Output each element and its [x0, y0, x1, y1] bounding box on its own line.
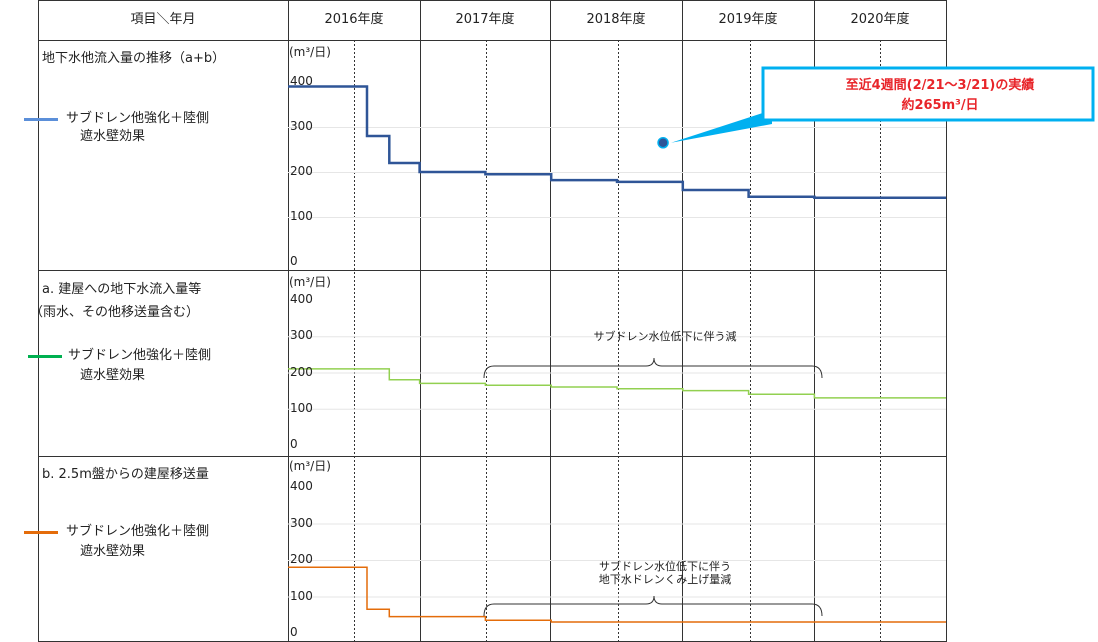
tick-label-total-0: 0	[290, 254, 298, 268]
callout-pointer	[671, 110, 772, 143]
panel-a-legend-label-1: サブドレン他強化＋陸側	[68, 348, 212, 363]
panel-a-unit: (m³/日)	[289, 275, 331, 289]
panel-total-unit: (m³/日)	[289, 45, 331, 59]
panel-total-title: 地下水他流入量の推移（a+b）	[42, 51, 226, 66]
tick-label-b-400: 400	[290, 479, 313, 493]
tick-label-a-100: 100	[290, 400, 313, 415]
tick-label-a-0: 0	[290, 437, 298, 451]
annotation-b-brace	[483, 595, 823, 617]
header-year-2020: 2020年度	[850, 12, 910, 27]
tick-label-b-300: 300	[290, 515, 313, 530]
header-year-2016: 2016年度	[324, 12, 384, 27]
callout-line-1: 至近4週間(2/21～3/21)の実績	[845, 78, 1035, 93]
annotation-a: サブドレン水位低下に伴う減	[593, 330, 737, 343]
callout-box	[761, 66, 1095, 122]
series-line-total-0	[288, 85, 946, 199]
tick-label-b-200: 200	[290, 552, 313, 566]
panel-total-legend-label-2: 遮水壁効果	[80, 129, 146, 144]
panel-a-legend-swatch	[28, 355, 62, 358]
tick-label-b-0: 0	[290, 625, 298, 639]
tick-label-a-300: 300	[290, 328, 313, 343]
panel-b-unit: (m³/日)	[289, 459, 331, 473]
panel-a-legend-label-2: 遮水壁効果	[80, 368, 146, 383]
tick-label-a-400: 400	[290, 292, 313, 306]
annotation-b-line-1: サブドレン水位低下に伴う	[599, 560, 731, 573]
tick-label-total-300: 300	[290, 119, 313, 133]
series-line-b-0	[288, 566, 946, 623]
annotation-a-brace	[483, 357, 823, 379]
callout-line-2: 約265m³/日	[901, 98, 979, 113]
header-year-2018: 2018年度	[586, 12, 646, 27]
panel-a-title-2: （雨水、その他移送量含む）	[30, 305, 200, 320]
callout-point	[657, 137, 669, 149]
panel-total-legend-label-1: サブドレン他強化＋陸側	[66, 111, 210, 126]
tick-label-total-100: 100	[290, 209, 313, 223]
tick-label-a-200: 200	[290, 364, 313, 379]
panel-b-legend-label-1: サブドレン他強化＋陸側	[66, 524, 210, 539]
panel-b-title: b. 2.5m盤からの建屋移送量	[42, 467, 209, 482]
panel-b-legend-label-2: 遮水壁効果	[80, 544, 146, 559]
panel-a-title-1: a. 建屋への地下水流入量等	[42, 282, 202, 297]
header-year-2019: 2019年度	[718, 12, 778, 27]
panel-total-legend-swatch	[24, 118, 58, 121]
tick-label-total-200: 200	[290, 164, 313, 178]
panel-b-legend-swatch	[24, 531, 58, 534]
tick-label-total-400: 400	[290, 74, 313, 88]
tick-label-b-100: 100	[290, 588, 313, 603]
annotation-b-line-2: 地下水ドレンくみ上げ量減	[598, 573, 732, 586]
header-item-col: 項目＼年月	[130, 12, 196, 27]
series-line-a-0	[288, 368, 946, 399]
header-year-2017: 2017年度	[455, 12, 515, 27]
